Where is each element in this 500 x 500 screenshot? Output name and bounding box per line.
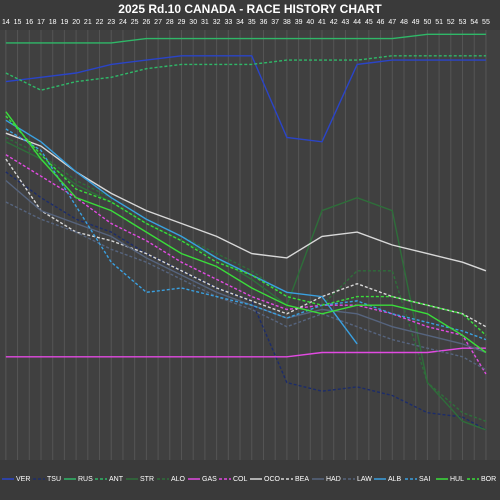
legend-label: LAW <box>357 476 372 483</box>
series-line <box>5 119 358 345</box>
x-tick-label: 46 <box>377 19 385 26</box>
x-tick-label: 48 <box>400 19 408 26</box>
x-tick-label: 34 <box>236 19 244 26</box>
x-tick-label: 41 <box>318 19 326 26</box>
x-tick-label: 36 <box>260 19 268 26</box>
x-tick-label: 44 <box>353 19 361 26</box>
x-tick-label: 47 <box>388 19 396 26</box>
legend-label: BOR <box>481 476 496 483</box>
x-tick-label: 18 <box>49 19 57 26</box>
x-tick-label: 49 <box>412 19 420 26</box>
x-tick-label: 28 <box>166 19 174 26</box>
series-line <box>5 132 487 272</box>
x-tick-label: 14 <box>2 19 10 26</box>
series-line <box>5 55 486 143</box>
x-tick-label: 55 <box>482 19 490 26</box>
series-line <box>5 115 487 336</box>
series-line <box>5 128 487 341</box>
x-tick-label: 50 <box>424 19 432 26</box>
x-tick-label: 43 <box>342 19 350 26</box>
x-tick-label: 15 <box>14 19 22 26</box>
x-tick-label: 32 <box>213 19 221 26</box>
x-tick-label: 53 <box>459 19 467 26</box>
series-line <box>5 33 486 44</box>
x-tick-label: 31 <box>201 19 209 26</box>
x-tick-label: 20 <box>72 19 80 26</box>
x-tick-label: 29 <box>178 19 186 26</box>
legend-label: GAS <box>202 476 217 483</box>
legend-label: BEA <box>295 476 309 483</box>
x-tick-label: 17 <box>37 19 45 26</box>
legend-label: HAD <box>326 476 341 483</box>
legend-label: COL <box>233 476 248 483</box>
legend-label: ALB <box>388 476 402 483</box>
x-tick-label: 38 <box>283 19 291 26</box>
series-line <box>5 136 487 422</box>
x-tick-label: 35 <box>248 19 256 26</box>
series-line <box>5 111 487 354</box>
x-tick-label: 22 <box>96 19 104 26</box>
plot-area <box>0 30 500 460</box>
legend-label: ALO <box>171 476 186 483</box>
series-line <box>5 347 486 358</box>
x-tick-label: 33 <box>224 19 232 26</box>
series-line <box>5 154 487 375</box>
x-tick-label: 27 <box>154 19 162 26</box>
x-tick-label: 45 <box>365 19 373 26</box>
x-tick-label: 42 <box>330 19 338 26</box>
series-line <box>5 171 487 431</box>
x-tick-label: 19 <box>61 19 69 26</box>
x-tick-label: 25 <box>131 19 139 26</box>
x-tick-label: 26 <box>142 19 150 26</box>
legend-label: SAI <box>419 476 430 483</box>
x-tick-label: 54 <box>470 19 478 26</box>
x-tick-label: 21 <box>84 19 92 26</box>
x-tick-label: 24 <box>119 19 127 26</box>
x-tick-label: 40 <box>306 19 314 26</box>
legend-label: VER <box>16 476 30 483</box>
x-tick-label: 39 <box>295 19 303 26</box>
x-tick-label: 52 <box>447 19 455 26</box>
legend-label: ANT <box>109 476 124 483</box>
series-line <box>5 55 486 91</box>
legend-label: HUL <box>450 476 464 483</box>
x-tick-label: 16 <box>25 19 33 26</box>
x-tick-label: 37 <box>271 19 279 26</box>
legend-label: TSU <box>47 476 61 483</box>
x-tick-label: 51 <box>435 19 443 26</box>
x-tick-label: 23 <box>107 19 115 26</box>
chart-title: 2025 Rd.10 CANADA - RACE HISTORY CHART <box>118 2 382 16</box>
series-line <box>5 141 487 431</box>
series-line <box>5 158 487 328</box>
legend-label: RUS <box>78 476 93 483</box>
legend-label: STR <box>140 476 154 483</box>
legend-label: OCO <box>264 476 281 483</box>
x-tick-label: 30 <box>189 19 197 26</box>
